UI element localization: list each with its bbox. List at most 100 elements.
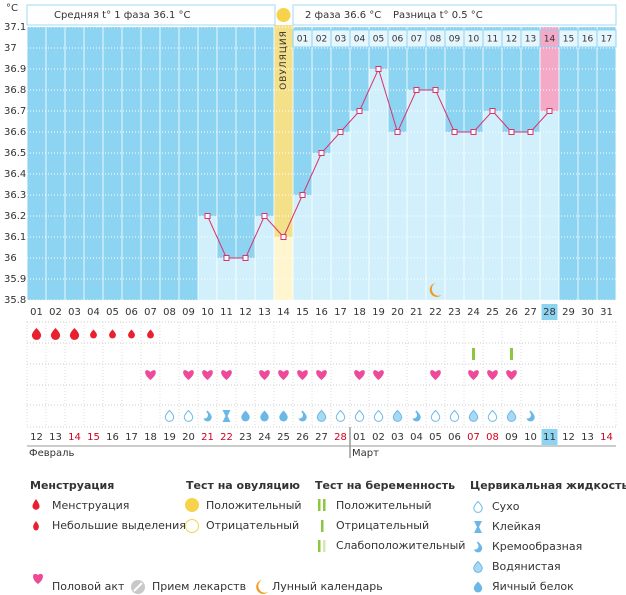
date-label: 10: [524, 432, 537, 443]
menstruation-icon: [147, 329, 154, 339]
x-tick-label: 29: [562, 307, 575, 318]
phase2-cell: [596, 29, 617, 48]
y-tick-label: 36.2: [4, 211, 26, 222]
temperature-point: [489, 108, 496, 114]
plot: [26, 25, 617, 301]
cervical-icon: [471, 542, 479, 550]
temperature-point: [527, 129, 534, 135]
y-tick-label: 36: [4, 253, 17, 264]
y-tick-label: 36.9: [4, 64, 26, 75]
x-tick-label: 26: [505, 307, 518, 318]
date-label: 14: [68, 432, 81, 443]
x-tick-label: 03: [68, 307, 81, 318]
cervical-icon: [373, 409, 384, 422]
temperature-column: [312, 153, 331, 300]
intercourse-icon: [278, 370, 289, 380]
date-label: 12: [562, 432, 575, 443]
date-label: 04: [410, 432, 423, 443]
x-tick-label: 17: [334, 307, 347, 318]
x-tick-label: 07: [144, 307, 157, 318]
x-tick-label: 25: [486, 307, 499, 318]
date-label: 06: [448, 432, 461, 443]
date-label: 13: [581, 432, 594, 443]
temperature-point: [204, 213, 211, 219]
y-tick-label: 36.5: [4, 148, 26, 159]
date-label: 16: [106, 432, 119, 443]
cervical-icon: [354, 409, 365, 422]
legend-icon: [256, 580, 268, 594]
y-tick-label: 35.8: [4, 295, 26, 306]
month-label: Март: [352, 448, 379, 459]
legend-item: Кремообразная: [492, 540, 582, 553]
legend-icon: [185, 519, 199, 533]
y-tick-label: 35.9: [4, 274, 26, 285]
date-label: 05: [429, 432, 442, 443]
temperature-point: [413, 87, 420, 93]
date-label: 23: [239, 432, 252, 443]
phase2-day: 15: [563, 35, 574, 45]
intercourse-icon: [430, 370, 441, 380]
menstruation-icon: [90, 329, 97, 339]
temperature-point: [508, 129, 515, 135]
highlight-date: [541, 429, 558, 445]
temperature-point: [546, 108, 553, 114]
temperature-point: [280, 234, 287, 240]
legend-icon: [323, 499, 326, 511]
temperature-column: [217, 258, 236, 300]
cervical-icon: [506, 409, 517, 422]
legend-item: Менструация: [52, 499, 129, 512]
legend-icon: [185, 498, 199, 512]
temperature-point: [394, 129, 401, 135]
intercourse-icon: [373, 370, 384, 380]
date-label: 15: [87, 432, 100, 443]
temperature-column: [369, 69, 388, 300]
x-tick-label: 19: [372, 307, 385, 318]
temperature-point: [242, 255, 249, 261]
x-tick-label: 02: [49, 307, 62, 318]
temperature-column: [293, 195, 312, 300]
cervical-icon: [222, 410, 231, 422]
x-tick-label: 30: [581, 307, 594, 318]
moon-icon: [429, 283, 442, 297]
date-label: 09: [505, 432, 518, 443]
y-tick-label: 36.6: [4, 127, 26, 138]
phase2-day: 14: [544, 35, 556, 45]
temperature-column: [236, 258, 255, 300]
date-label: 17: [125, 432, 138, 443]
date-label: 28: [334, 432, 347, 443]
y-tick-label: 36.8: [4, 85, 26, 96]
legend-icon: [323, 540, 326, 552]
menstruation-icon: [128, 329, 135, 339]
date-label: 08: [486, 432, 499, 443]
x-tick-label: 16: [315, 307, 328, 318]
highlight-day: [541, 304, 558, 320]
legend-icon: [133, 582, 143, 592]
legend-item: Яичный белок: [492, 580, 574, 593]
ovulation-test-positive: [276, 8, 291, 22]
phase2-day: 09: [449, 35, 461, 45]
cervical-icon: [241, 410, 250, 422]
cervical-icon: [468, 409, 479, 422]
date-label: 24: [258, 432, 271, 443]
legend-item: Лунный календарь: [272, 580, 383, 593]
phase2-day: 11: [487, 35, 498, 45]
cervical-icon: [316, 409, 327, 422]
x-tick-label: 15: [296, 307, 309, 318]
intercourse-icon: [354, 370, 365, 380]
menstruation-icon: [31, 328, 42, 340]
legend-icon: [33, 521, 39, 531]
x-tick-label: 04: [87, 307, 100, 318]
date-label: 07: [467, 432, 480, 443]
phase2-day: 10: [468, 35, 480, 45]
legend-title: Менструация: [30, 479, 114, 492]
x-tick-label: 14: [277, 307, 290, 318]
temperature-point: [375, 66, 382, 72]
phase2-day: 17: [601, 35, 612, 45]
legend-item: Положительный: [206, 499, 302, 512]
intercourse-icon: [183, 370, 194, 380]
x-tick-label: 27: [524, 307, 537, 318]
x-tick-label: 01: [30, 307, 43, 318]
cervical-icon: [410, 411, 417, 419]
cervical-icon: [473, 560, 483, 573]
y-tick-label: 36.4: [4, 169, 26, 180]
